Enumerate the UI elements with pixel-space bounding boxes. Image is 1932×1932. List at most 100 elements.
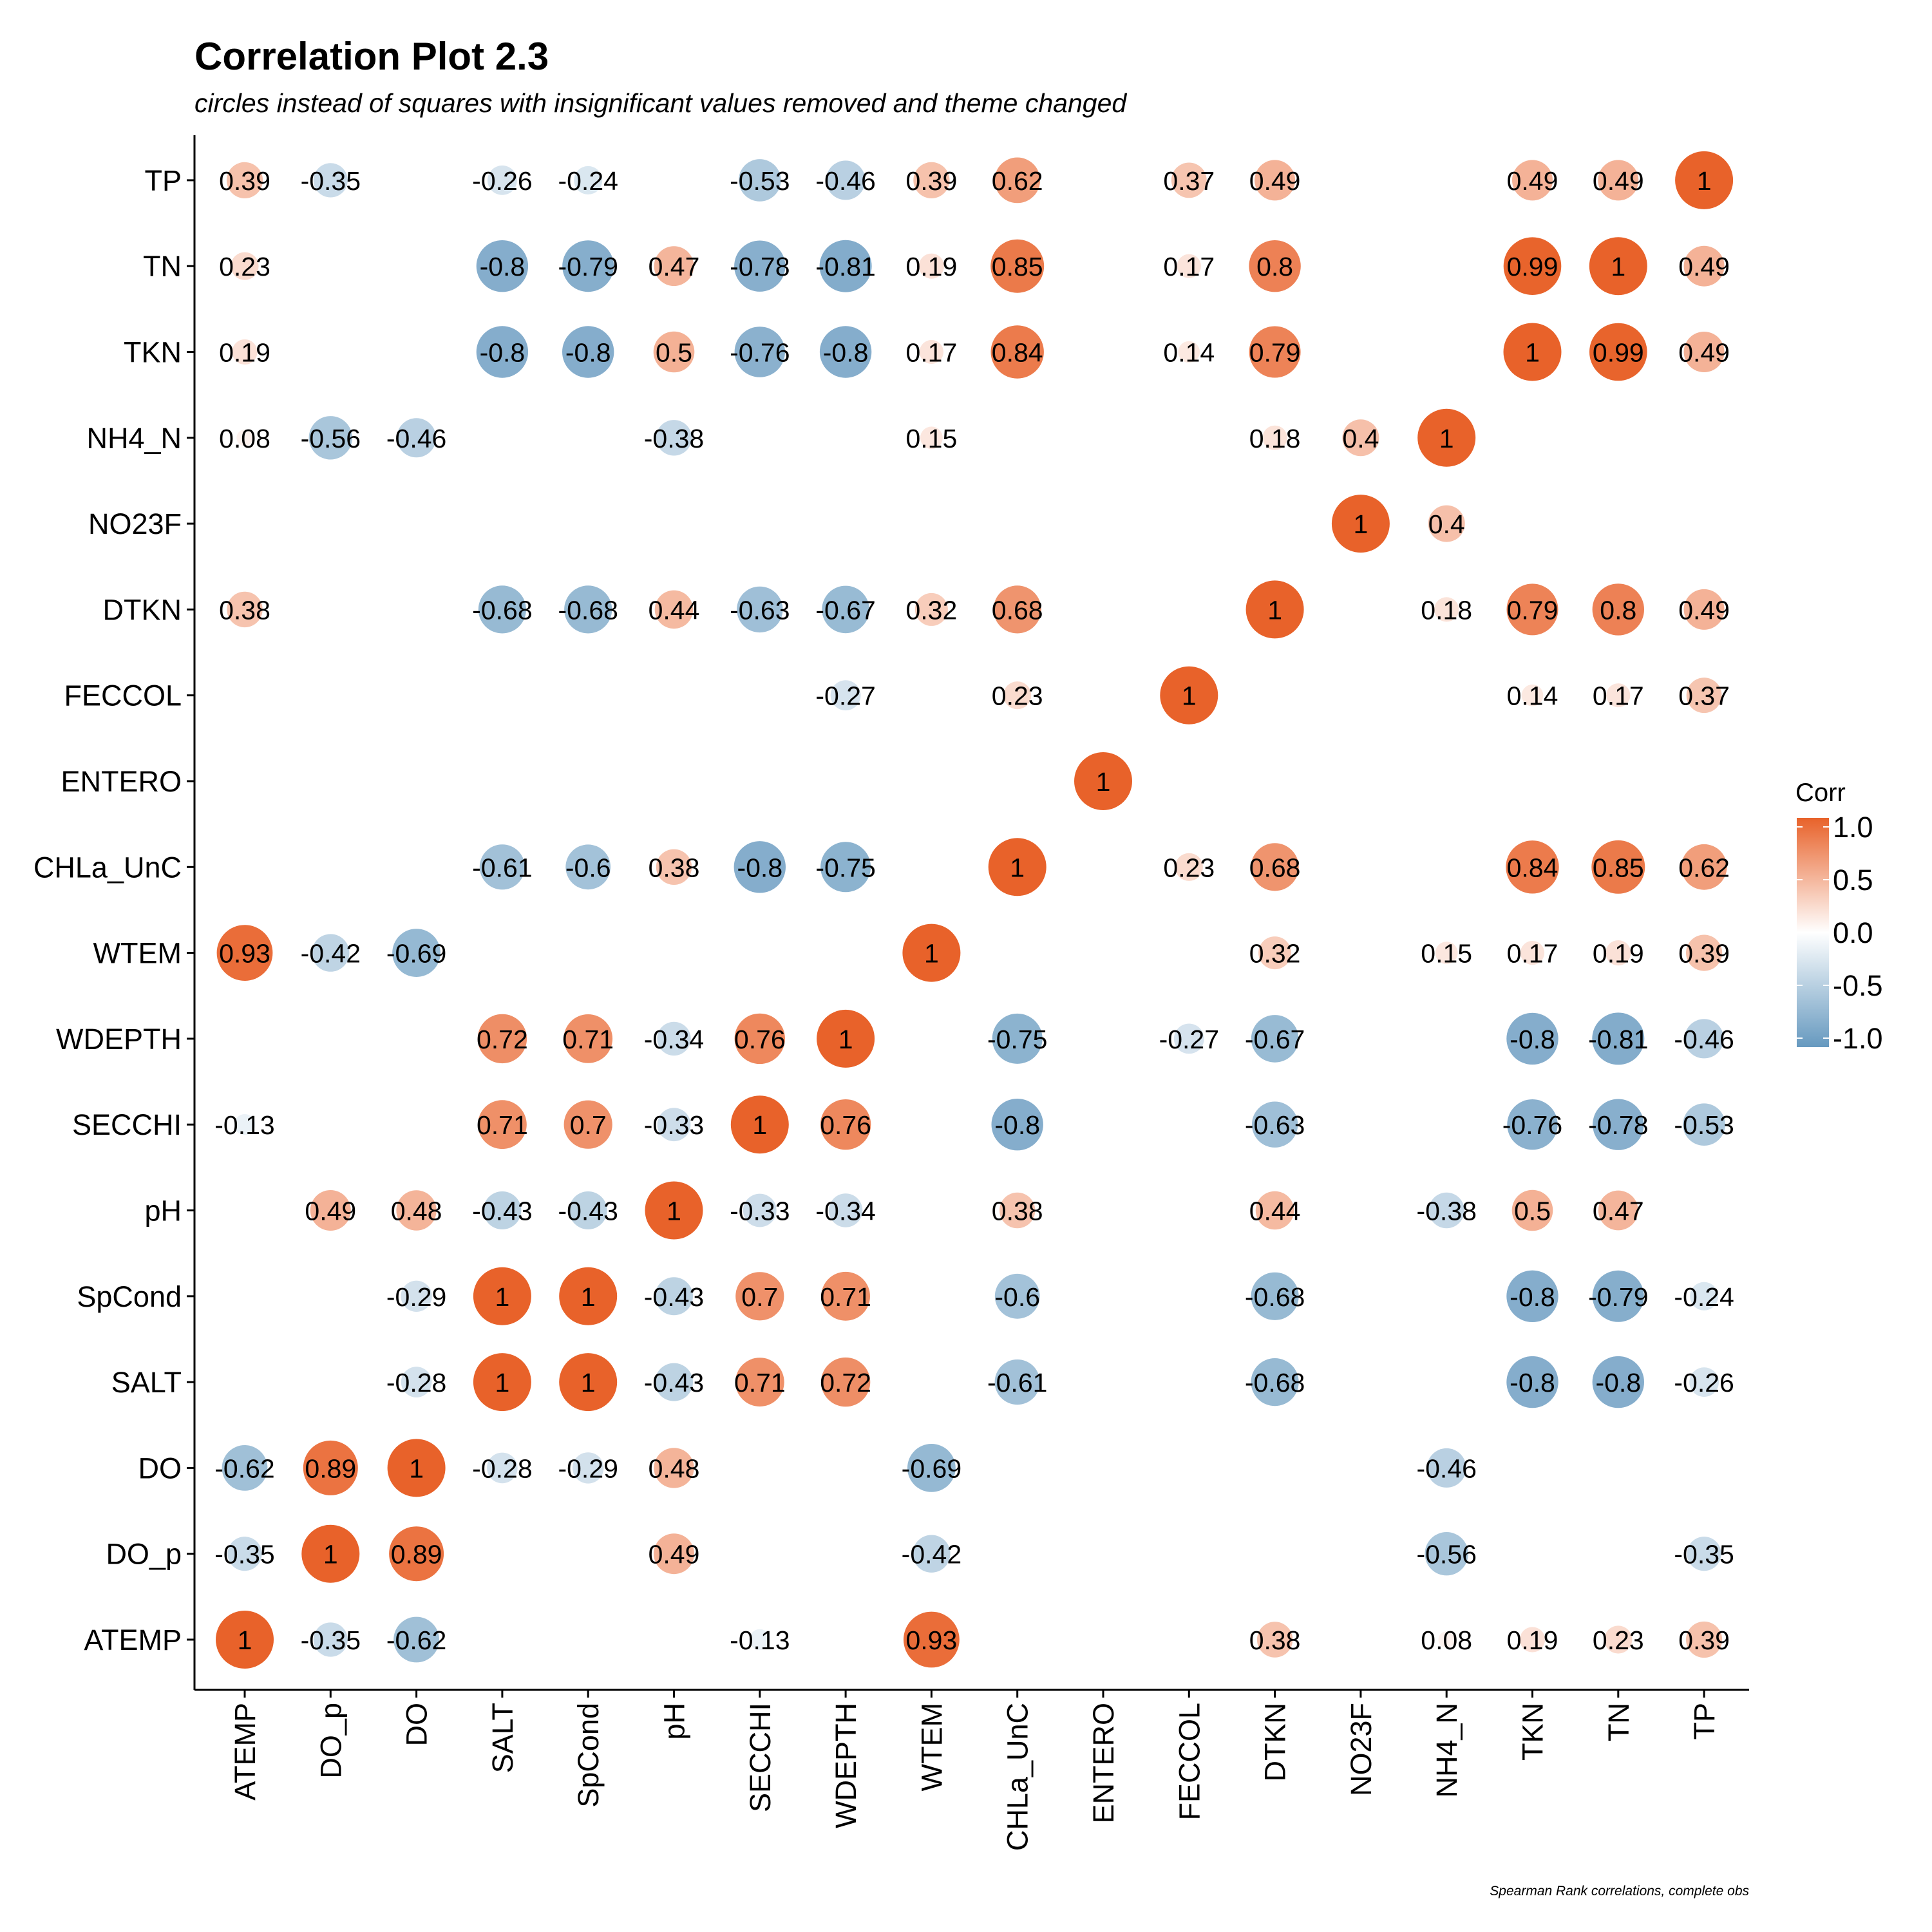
corr-value-label: 0.47	[1593, 1197, 1644, 1226]
corr-circle	[1507, 1099, 1558, 1150]
x-tick-label: WTEM	[915, 1703, 948, 1791]
corr-value-label: 0.49	[649, 1540, 700, 1569]
corr-circle	[743, 1193, 777, 1227]
corr-circle	[913, 162, 950, 198]
corr-value-label: 1	[752, 1110, 767, 1140]
corr-value-label: -0.24	[558, 166, 618, 196]
corr-circle	[1417, 408, 1476, 467]
corr-circle	[1686, 934, 1723, 971]
corr-circle	[653, 331, 695, 373]
corr-value-label: 0.5	[656, 338, 692, 368]
corr-circle	[1245, 580, 1304, 639]
corr-circle	[990, 239, 1045, 293]
corr-circle	[1178, 341, 1200, 363]
corr-value-label: -0.33	[730, 1197, 790, 1226]
corr-value-label: 1	[323, 1540, 338, 1569]
corr-value-label: -0.33	[644, 1110, 704, 1140]
corr-circle	[473, 1353, 531, 1412]
corr-value-label: -0.28	[386, 1368, 446, 1397]
x-tick-label: DTKN	[1259, 1703, 1292, 1782]
x-tick-label: TKN	[1517, 1703, 1549, 1761]
corr-value-label: 0.23	[1593, 1625, 1644, 1655]
corr-circle	[565, 844, 611, 890]
y-tick-label: DO_p	[106, 1538, 182, 1571]
corr-circle	[994, 1273, 1040, 1319]
corr-circle	[655, 1277, 693, 1316]
corr-value-label: -0.61	[987, 1368, 1047, 1397]
corr-circle	[1251, 1101, 1298, 1148]
corr-value-label: -0.68	[558, 595, 618, 625]
corr-circle	[573, 1452, 604, 1484]
corr-circle	[734, 1013, 786, 1065]
corr-value-label: -0.67	[815, 595, 875, 625]
corr-value-label: -0.29	[386, 1282, 446, 1312]
corr-value-label: 1	[1353, 509, 1368, 539]
corr-value-label: -0.8	[1510, 1282, 1555, 1312]
corr-value-label: -0.43	[644, 1368, 704, 1397]
corr-value-label: 0.15	[905, 424, 957, 453]
corr-circle	[1598, 160, 1639, 201]
legend-tick-label: 0.0	[1833, 916, 1873, 949]
corr-value-label: 0.19	[1507, 1625, 1558, 1655]
corr-circle	[657, 1021, 691, 1056]
corr-circle	[310, 1190, 351, 1231]
corr-value-label: 0.99	[1593, 338, 1644, 368]
corr-circle	[1249, 326, 1301, 378]
x-tick-label: SpCond	[572, 1703, 605, 1808]
corr-circle	[1592, 1356, 1644, 1408]
corr-value-label: -0.6	[565, 853, 611, 882]
corr-value-label: -0.8	[565, 338, 611, 368]
corr-value-label: 1	[838, 1025, 853, 1054]
corr-circle	[1593, 1099, 1644, 1150]
corr-circle	[735, 1358, 784, 1407]
corr-circle	[1681, 844, 1727, 890]
corr-circle	[1173, 1023, 1204, 1054]
corr-value-label: 0.14	[1507, 681, 1558, 711]
legend: Corr 1.0 0.5 0.0 -0.5 -1.0	[1795, 779, 1883, 1055]
corr-circle	[226, 162, 263, 198]
corr-value-label: -0.27	[1159, 1025, 1219, 1054]
corr-value-label: 0.38	[992, 1197, 1043, 1226]
y-tick-label: DTKN	[103, 593, 182, 626]
y-tick-label: NH4_N	[86, 422, 182, 455]
corr-circle	[992, 1013, 1043, 1064]
corr-circle	[1686, 677, 1722, 714]
corr-circle	[1589, 237, 1647, 296]
corr-circle	[990, 325, 1044, 379]
corr-value-label: 0.79	[1507, 595, 1558, 625]
corr-circle	[313, 163, 348, 198]
corr-circle	[1434, 597, 1459, 622]
x-tick-label: FECCOL	[1173, 1703, 1206, 1821]
corr-circle	[216, 1611, 274, 1669]
corr-value-label: -0.68	[472, 595, 532, 625]
corr-value-label: -0.46	[1674, 1025, 1734, 1054]
corr-circle	[654, 590, 694, 629]
y-tick-label: CHLa_UnC	[33, 851, 182, 884]
corr-circle	[1428, 505, 1465, 542]
corr-circle	[913, 1535, 951, 1573]
corr-value-label: 0.17	[905, 338, 957, 368]
corr-value-label: -0.76	[1502, 1110, 1562, 1140]
corr-value-label: 1	[581, 1368, 596, 1397]
corr-circle	[487, 1452, 518, 1484]
corr-circle	[739, 159, 781, 202]
y-tick-label: NO23F	[88, 507, 182, 540]
corr-circle	[656, 849, 692, 886]
corr-value-label: -0.78	[730, 252, 790, 281]
corr-value-label: 0.49	[1593, 166, 1644, 196]
corr-value-label: -0.63	[1245, 1110, 1305, 1140]
corr-circle	[1249, 240, 1301, 292]
corr-circle	[478, 1100, 527, 1150]
corr-circle	[562, 326, 614, 378]
corr-value-label: -0.26	[1674, 1368, 1734, 1397]
corr-circle	[914, 592, 948, 626]
corr-circle	[401, 1367, 432, 1397]
corr-value-label: 0.44	[649, 595, 700, 625]
corr-circle	[478, 585, 527, 634]
corr-circle	[313, 1622, 348, 1657]
corr-value-label: -0.27	[815, 681, 875, 711]
corr-circle	[737, 586, 783, 633]
corr-value-label: 0.84	[1507, 853, 1558, 882]
corr-circle	[1512, 160, 1553, 201]
